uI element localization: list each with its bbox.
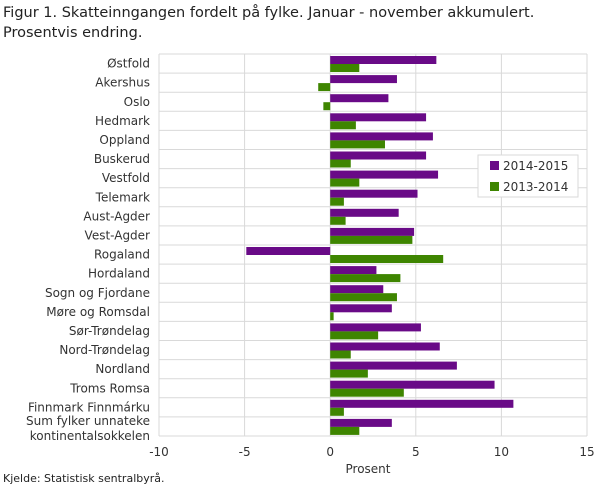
bar-2014-2015 bbox=[330, 113, 427, 122]
category-label: Aust-Agder bbox=[83, 209, 150, 223]
category-label: Østfold bbox=[107, 57, 150, 71]
category-label: Nordland bbox=[95, 362, 150, 376]
x-axis-label: Prosent bbox=[346, 462, 391, 476]
category-label: Sør-Trøndelag bbox=[69, 324, 150, 338]
bar-2013-2014 bbox=[330, 407, 344, 416]
legend-swatch bbox=[490, 161, 499, 170]
bar-2013-2014 bbox=[330, 64, 360, 72]
bar-2014-2015 bbox=[330, 132, 433, 141]
category-label: kontinentalsokkelen bbox=[30, 429, 150, 443]
category-label: Rogaland bbox=[94, 248, 150, 262]
category-label: Oslo bbox=[124, 95, 150, 109]
category-label: Sum fylker unnateke bbox=[26, 414, 150, 428]
bar-2013-2014 bbox=[318, 83, 331, 92]
x-tick-label: -10 bbox=[149, 445, 169, 459]
x-tick-label: 10 bbox=[494, 445, 509, 459]
category-label: Hedmark bbox=[95, 114, 150, 128]
legend-label: 2013-2014 bbox=[503, 180, 568, 194]
bar-2014-2015 bbox=[330, 380, 495, 389]
bar-2013-2014 bbox=[323, 102, 331, 111]
bar-2013-2014 bbox=[330, 197, 344, 206]
bar-2013-2014 bbox=[330, 140, 385, 149]
bar-2013-2014 bbox=[330, 159, 351, 168]
bar-2013-2014 bbox=[330, 178, 360, 187]
bar-2013-2014 bbox=[330, 312, 334, 321]
x-tick-label: 0 bbox=[326, 445, 334, 459]
x-tick-label: 5 bbox=[412, 445, 420, 459]
legend-swatch bbox=[490, 182, 499, 191]
category-label: Nord-Trøndelag bbox=[59, 343, 150, 357]
bar-2013-2014 bbox=[330, 255, 444, 263]
bar-2013-2014 bbox=[330, 331, 379, 340]
category-label: Troms Romsa bbox=[69, 381, 150, 395]
category-label: Vest-Agder bbox=[85, 228, 151, 242]
bar-2014-2015 bbox=[330, 266, 377, 275]
category-label: Sogn og Fjordane bbox=[45, 286, 150, 300]
bar-2013-2014 bbox=[330, 274, 401, 283]
bar-2014-2015 bbox=[330, 342, 440, 351]
bar-2013-2014 bbox=[330, 426, 360, 435]
bar-2014-2015 bbox=[330, 399, 514, 408]
bar-2014-2015 bbox=[330, 285, 384, 294]
bar-2014-2015 bbox=[330, 56, 437, 64]
bar-2014-2015 bbox=[330, 75, 397, 84]
bar-2014-2015 bbox=[330, 170, 439, 179]
bar-2014-2015 bbox=[330, 361, 457, 370]
category-label: Buskerud bbox=[94, 152, 150, 166]
bar-2013-2014 bbox=[330, 121, 356, 130]
bar-2013-2014 bbox=[330, 293, 397, 302]
bar-2014-2015 bbox=[330, 304, 392, 313]
category-label: Vestfold bbox=[102, 171, 150, 185]
bar-2014-2015 bbox=[330, 151, 427, 160]
category-label: Finnmark Finnmárku bbox=[28, 400, 150, 414]
category-label: Oppland bbox=[99, 133, 150, 147]
legend-label: 2014-2015 bbox=[503, 159, 568, 173]
bar-2013-2014 bbox=[330, 216, 346, 225]
category-label: Møre og Romsdal bbox=[46, 305, 150, 319]
category-label: Hordaland bbox=[88, 267, 150, 281]
source-note: Kjelde: Statistisk sentralbyrå. bbox=[3, 472, 165, 485]
bar-2014-2015 bbox=[330, 208, 399, 217]
bar-2014-2015 bbox=[330, 323, 421, 332]
bar-2013-2014 bbox=[330, 350, 351, 359]
x-tick-label: 15 bbox=[579, 445, 594, 459]
chart-title: Figur 1. Skatteinngangen fordelt på fylk… bbox=[3, 5, 535, 41]
category-label: Akershus bbox=[95, 76, 150, 90]
bar-2014-2015 bbox=[330, 418, 392, 427]
bar-2013-2014 bbox=[330, 369, 368, 378]
bar-2013-2014 bbox=[330, 388, 404, 397]
bar-2014-2015 bbox=[330, 227, 415, 236]
bar-2014-2015 bbox=[246, 247, 331, 255]
x-tick-label: -5 bbox=[239, 445, 251, 459]
category-label: Telemark bbox=[95, 190, 150, 204]
bar-2014-2015 bbox=[330, 189, 418, 198]
bar-2014-2015 bbox=[330, 94, 389, 103]
bar-2013-2014 bbox=[330, 235, 413, 244]
